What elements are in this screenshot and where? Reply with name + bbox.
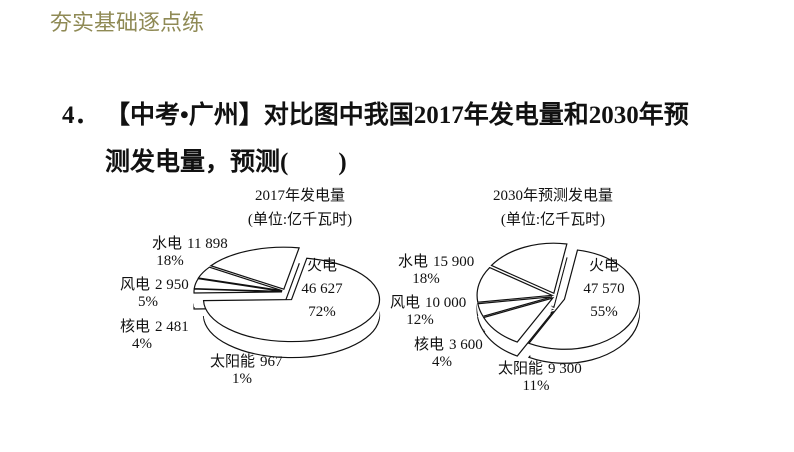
chart-title: 2017年发电量 (255, 187, 345, 204)
slice (202, 257, 381, 343)
slice-label: 水电 11 898 (152, 235, 228, 252)
question-line: 【中考•广州】对比图中我国2017年发电量和2030年预 (105, 100, 689, 129)
slice-value: 2 481 (155, 319, 189, 335)
chart-title: 2030年预测发电量 (493, 187, 613, 204)
slice-percent: 4% (432, 354, 452, 370)
slice-name: 风电 (390, 294, 420, 311)
slice-value: 9 300 (548, 361, 582, 377)
question-line: 测发电量，预测( ) (105, 147, 347, 176)
slice-name: 火电 (307, 257, 337, 274)
chart-subtitle: (单位:亿千瓦时) (501, 211, 605, 228)
pie (193, 246, 381, 359)
slice-label: 风电 10 000 (390, 294, 466, 311)
header: 夯实基础逐点练 (50, 11, 204, 36)
slice-value: 2 950 (155, 277, 189, 293)
slice-value: 3 600 (449, 337, 483, 353)
slice (209, 246, 300, 290)
slice-percent: 1% (232, 371, 252, 387)
slice-name: 太阳能 (210, 353, 255, 370)
slice-label: 核电 2 481 (120, 318, 189, 335)
chart-subtitle: (单位:亿千瓦时) (248, 211, 352, 228)
slice-name: 核电 (120, 318, 150, 335)
slice-name: 火电 (589, 257, 619, 274)
slice (527, 249, 640, 350)
slice-value: 15 900 (433, 254, 474, 270)
slice-label: 风电 2 950 (120, 276, 189, 293)
slice (482, 296, 555, 343)
slice-percent: 72% (308, 304, 336, 320)
slice (197, 266, 283, 292)
slice-name: 水电 (152, 235, 182, 252)
slice (476, 266, 555, 303)
slice-value: 11 898 (187, 236, 228, 252)
slice-value: 47 570 (583, 281, 624, 297)
slice-label: 太阳能 9 300 (498, 360, 582, 377)
slice-value: 967 (260, 354, 283, 370)
slice-value: 10 000 (425, 295, 466, 311)
slice-percent: 18% (412, 271, 440, 287)
slice-name: 水电 (398, 253, 428, 270)
slice-percent: 12% (406, 312, 434, 328)
slice (477, 296, 553, 318)
question-number: 4． (62, 102, 100, 129)
pie (476, 242, 640, 364)
slice (490, 242, 568, 295)
slice-label: 水电 15 900 (398, 253, 474, 270)
slice-label: 太阳能 967 (210, 353, 283, 370)
slice-name: 核电 (414, 336, 444, 353)
slice-percent: 18% (156, 253, 184, 269)
slice-label: 核电 3 600 (414, 336, 483, 353)
slice-percent: 4% (132, 336, 152, 352)
slice-value: 46 627 (301, 281, 343, 297)
slice (193, 288, 283, 294)
slice-name: 太阳能 (498, 360, 543, 377)
slice-name: 风电 (120, 276, 150, 293)
slice-percent: 55% (590, 304, 618, 320)
slice-percent: 11% (523, 378, 550, 394)
slice-percent: 5% (138, 294, 158, 310)
